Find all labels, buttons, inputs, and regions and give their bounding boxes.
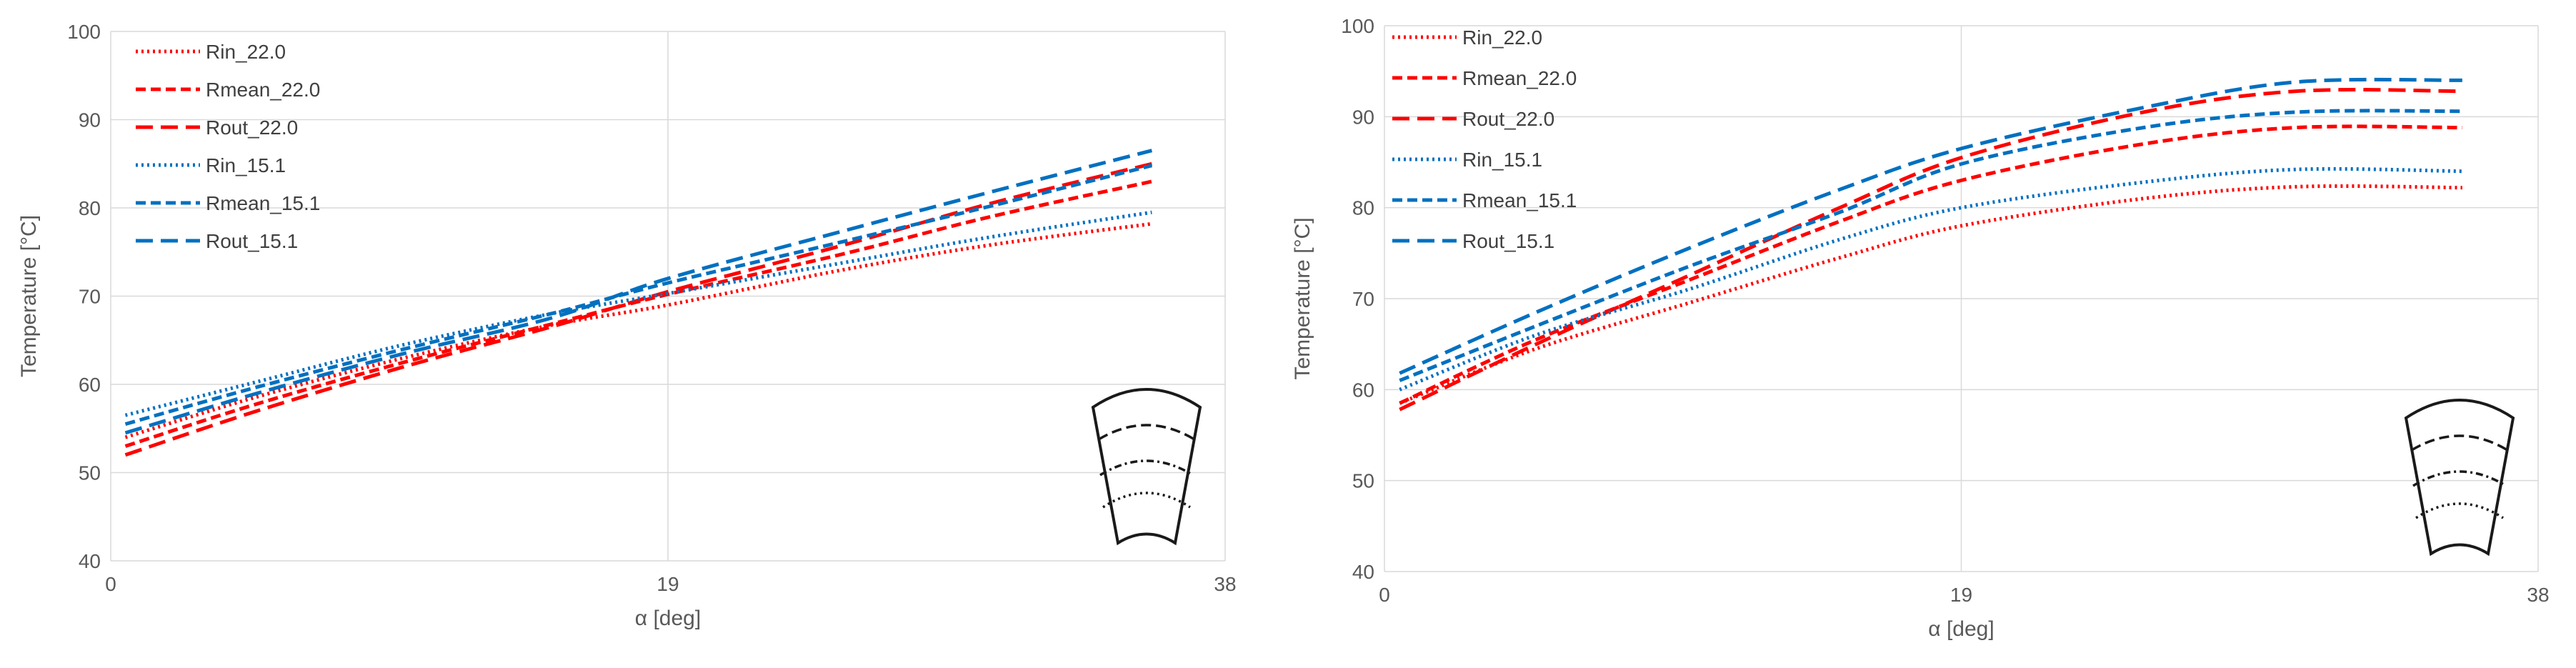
legend-label: Rout_22.0 xyxy=(1462,108,1554,130)
legend-label: Rout_15.1 xyxy=(1462,230,1554,252)
y-tick-label: 40 xyxy=(79,550,101,572)
legend-label: Rout_15.1 xyxy=(206,230,298,252)
series-line-rin-15-1 xyxy=(1399,166,2462,392)
y-tick-label: 60 xyxy=(1352,379,1374,401)
legend-label: Rmean_15.1 xyxy=(206,192,320,214)
x-tick-label: 38 xyxy=(1214,573,1236,595)
legend-label: Rin_22.0 xyxy=(1462,26,1542,49)
x-axis-title: α [deg] xyxy=(635,607,701,630)
series-line-rmean-22-0 xyxy=(124,179,1152,448)
rotor-sector-icon xyxy=(1091,388,1202,546)
x-tick-label: 19 xyxy=(1950,584,1972,606)
y-tick-label: 90 xyxy=(79,109,101,131)
x-tick-label: 38 xyxy=(2527,584,2549,606)
series-line-rin-22-0 xyxy=(1399,184,2462,405)
series-line-rout-15-1 xyxy=(1399,77,2462,375)
y-tick-label: 100 xyxy=(67,21,101,43)
series-line-rin-22-0 xyxy=(124,221,1152,439)
x-tick-label: 0 xyxy=(105,573,116,595)
series-line-rmean-22-0 xyxy=(1399,124,2462,405)
legend-label: Rmean_15.1 xyxy=(1462,189,1577,211)
y-tick-label: 70 xyxy=(79,286,101,308)
legend-label: Rmean_22.0 xyxy=(1462,67,1577,89)
temperature-chart-right: 40 50 60 70 80 90 100 0 19 38 α [deg] Temperature [… xyxy=(1291,15,2550,641)
series-line-rout-15-1 xyxy=(124,149,1153,435)
series-line-rmean-15-1 xyxy=(1399,109,2462,382)
rotor-sector-icon xyxy=(2404,399,2515,557)
y-axis-title: Temperature [°C] xyxy=(17,215,41,377)
x-tick-label: 19 xyxy=(657,573,679,595)
y-tick-label: 60 xyxy=(79,374,101,396)
y-tick-label: 50 xyxy=(79,462,101,484)
legend-label: Rmean_22.0 xyxy=(206,79,320,101)
x-tick-label: 0 xyxy=(1379,584,1390,606)
legend-label: Rin_15.1 xyxy=(1462,149,1542,171)
legend-label: Rout_22.0 xyxy=(206,116,298,139)
series-line-rout-22-0 xyxy=(124,161,1152,457)
legend-label: Rin_15.1 xyxy=(206,154,286,176)
y-tick-label: 80 xyxy=(79,197,101,219)
temperature-chart-left: 40 50 60 70 80 90 100 0 19 38 α [deg] Temperature [… xyxy=(17,21,1237,630)
y-tick-label: 80 xyxy=(1352,197,1374,219)
y-tick-label: 40 xyxy=(1352,561,1374,583)
y-tick-label: 50 xyxy=(1352,470,1374,492)
y-axis-title: Temperature [°C] xyxy=(1291,217,1314,379)
x-axis-title: α [deg] xyxy=(1928,617,1994,641)
y-tick-label: 70 xyxy=(1352,288,1374,310)
series-line-rout-22-0 xyxy=(1399,88,2462,412)
y-tick-label: 90 xyxy=(1352,106,1374,128)
legend-label: Rin_22.0 xyxy=(206,41,286,63)
y-tick-label: 100 xyxy=(1341,15,1374,37)
